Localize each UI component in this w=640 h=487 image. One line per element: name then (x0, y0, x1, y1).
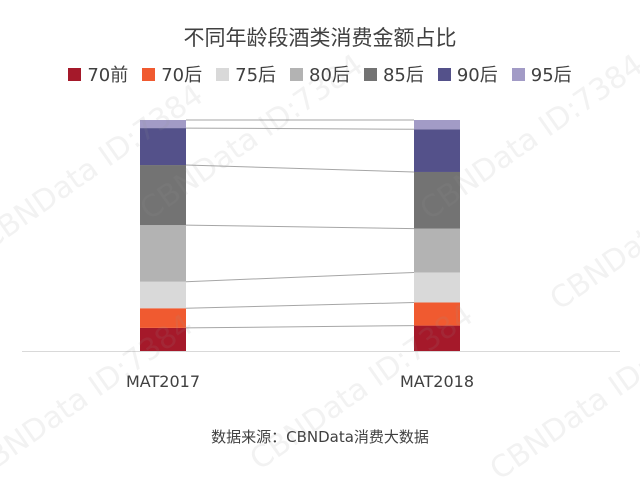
series-connector-line (185, 271, 415, 283)
series-connector-line (185, 127, 415, 130)
bar-segment (140, 281, 186, 309)
legend-label: 90后 (456, 65, 498, 86)
legend-swatch (68, 67, 82, 81)
bar-segment (414, 228, 460, 273)
bar-segment (140, 165, 186, 226)
bar-segment (140, 308, 186, 328)
legend-swatch (216, 67, 230, 81)
legend-label: 85后 (382, 65, 424, 86)
legend-item: 85后 (363, 61, 424, 87)
legend-swatch (290, 67, 304, 81)
stacked-bar-chart: MAT2017 MAT2018 (22, 119, 620, 391)
bar-segment (414, 325, 460, 351)
legend-label: 70前 (87, 65, 129, 86)
legend-item: 95后 (511, 61, 572, 87)
legend-label: 80后 (309, 65, 350, 86)
legend-item: 70前 (68, 61, 128, 87)
bar-segment (414, 171, 460, 229)
legend-item: 75后 (216, 61, 276, 87)
series-connector-line (185, 224, 415, 230)
chart-legend: 70前 70后 75后 80后 85后 90后 95后 (10, 62, 630, 86)
legend-item: 80后 (290, 61, 350, 87)
legend-label: 75后 (235, 65, 277, 86)
bar-segment (140, 225, 186, 282)
legend-swatch (142, 67, 156, 81)
x-tick-label: MAT2017 (126, 372, 200, 391)
series-connector-line (185, 325, 415, 329)
bar-segment (414, 129, 460, 172)
bar-segment (140, 327, 186, 351)
bar-segment (414, 120, 460, 130)
bar-segment (414, 302, 460, 326)
legend-item: 70后 (142, 61, 202, 87)
legend-item: 90后 (437, 61, 498, 87)
bar-segment (140, 128, 186, 166)
legend-swatch (363, 67, 377, 81)
bar-segment (414, 272, 460, 303)
bar-segment (140, 120, 186, 129)
series-connector-line (185, 164, 415, 173)
chart-title: 不同年龄段酒类消费金额占比 (183, 26, 457, 50)
data-source-note: 数据来源：CBNData消费大数据 (211, 428, 429, 446)
legend-label: 70后 (161, 65, 203, 86)
series-connector-line (185, 301, 415, 309)
legend-swatch (511, 67, 525, 81)
x-tick-label: MAT2018 (400, 372, 474, 391)
legend-label: 95后 (530, 65, 572, 86)
legend-swatch (437, 67, 451, 81)
